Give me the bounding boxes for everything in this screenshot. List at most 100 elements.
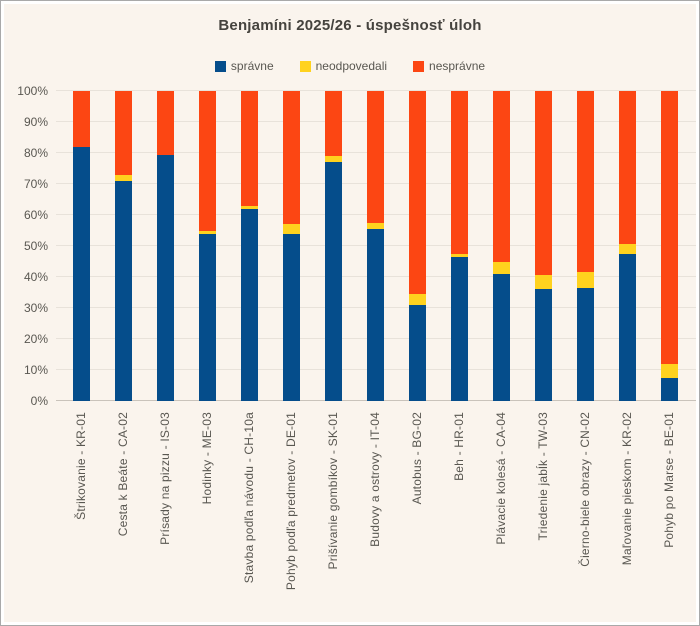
chart-legend: správne neodpovedali nesprávne: [4, 59, 696, 73]
y-tick-label: 70%: [23, 177, 48, 191]
bar-12: [522, 91, 564, 401]
bar-13: [564, 91, 606, 401]
legend-item: správne: [214, 59, 274, 73]
bar-segment-neodpovedali: [366, 222, 384, 229]
x-tick-label: Plávacie kolesá - CA-04: [494, 412, 508, 545]
bar-segment-neodpovedali: [492, 261, 510, 274]
bar-segment-nesprávne: [72, 91, 90, 147]
bar-6: [270, 91, 312, 401]
bar-segment-správne: [366, 228, 384, 401]
bar-segment-správne: [114, 180, 132, 401]
bar-segment-neodpovedali: [618, 244, 636, 254]
x-label-slot: Budovy a ostrovy - IT-04: [354, 412, 396, 617]
y-tick-label: 80%: [23, 146, 48, 160]
bar-segment-správne: [282, 233, 300, 401]
bar-10: [438, 91, 480, 401]
y-tick-label: 90%: [23, 115, 48, 129]
legend-swatch-icon: [214, 60, 226, 72]
y-tick-label: 60%: [23, 208, 48, 222]
x-tick-label: Pohyb po Marse - BE-01: [662, 412, 676, 548]
y-tick-label: 0%: [30, 394, 48, 408]
x-label-slot: Autobus - BG-02: [396, 412, 438, 617]
x-label-slot: Triedenie jabĺk - TW-03: [522, 412, 564, 617]
bar-segment-nesprávne: [534, 91, 552, 276]
x-label-slot: Hodinky - ME-03: [186, 412, 228, 617]
x-label-slot: Cesta k Beáte - CA-02: [102, 412, 144, 617]
gridline: [56, 90, 696, 91]
y-tick-label: 30%: [23, 301, 48, 315]
bar-segment-neodpovedali: [324, 156, 342, 163]
bar-1: [60, 91, 102, 401]
bar-segment-správne: [450, 256, 468, 401]
x-tick-label: Štrikovanie - KR-01: [74, 412, 88, 520]
bar-5: [228, 91, 270, 401]
x-tick-label: Budovy a ostrovy - IT-04: [368, 412, 382, 547]
bar-segment-nesprávne: [408, 91, 426, 295]
x-label-slot: Stavba podľa návodu - CH-10a: [228, 412, 270, 617]
x-tick-label: Čierno-biele obrazy - CN-02: [578, 412, 592, 567]
bar-segment-neodpovedali: [450, 253, 468, 257]
x-tick-label: Pohyb podľa predmetov - DE-01: [284, 412, 298, 591]
legend-item: neodpovedali: [299, 59, 388, 73]
bar-segment-správne: [576, 287, 594, 401]
chart-canvas: Benjamíni 2025/26 - úspešnosť úloh správ…: [4, 4, 696, 622]
y-tick-label: 100%: [17, 84, 48, 98]
y-axis-labels: 0% 10% 20% 30% 40% 50% 60% 70% 80% 90% 100%: [4, 84, 54, 408]
bar-segment-nesprávne: [450, 91, 468, 254]
legend-label: správne: [230, 59, 274, 73]
bar-segment-neodpovedali: [576, 272, 594, 288]
x-tick-label: Prišívanie gombíkov - SK-01: [326, 412, 340, 570]
x-tick-label: Stavba podľa návodu - CH-10a: [242, 412, 256, 584]
x-label-slot: Prísady na pizzu - IS-03: [144, 412, 186, 617]
bar-segment-správne: [72, 146, 90, 401]
bar-3: [144, 91, 186, 401]
bar-segment-neodpovedali: [198, 230, 216, 234]
x-label-slot: Plávacie kolesá - CA-04: [480, 412, 522, 617]
bar-segment-neodpovedali: [282, 224, 300, 234]
plot-area: [56, 90, 696, 401]
x-label-slot: Pohyb podľa predmetov - DE-01: [270, 412, 312, 617]
y-tick-label: 40%: [23, 270, 48, 284]
bar-segment-správne: [534, 289, 552, 401]
bar-14: [606, 91, 648, 401]
x-label-slot: Maľovanie pieskom - KR-02: [606, 412, 648, 617]
y-tick-label: 20%: [23, 332, 48, 346]
chart-title: Benjamíni 2025/26 - úspešnosť úloh: [218, 17, 482, 34]
x-tick-label: Prísady na pizzu - IS-03: [158, 412, 172, 545]
bar-segment-správne: [618, 253, 636, 401]
bar-segment-nesprávne: [576, 91, 594, 273]
bar-segment-neodpovedali: [408, 294, 426, 305]
bar-segment-nesprávne: [618, 91, 636, 245]
bar-segment-neodpovedali: [114, 174, 132, 181]
legend-label: neodpovedali: [315, 59, 388, 73]
bar-segment-nesprávne: [366, 91, 384, 223]
bar-9: [396, 91, 438, 401]
bar-2: [102, 91, 144, 401]
bar-4: [186, 91, 228, 401]
bar-segment-nesprávne: [114, 91, 132, 175]
bar-segment-správne: [198, 233, 216, 401]
y-tick-label: 10%: [23, 363, 48, 377]
bar-segment-nesprávne: [240, 91, 258, 206]
bar-segment-neodpovedali: [534, 275, 552, 290]
bar-7: [312, 91, 354, 401]
legend-item: nesprávne: [413, 59, 485, 73]
legend-label: nesprávne: [429, 59, 486, 73]
bar-segment-nesprávne: [198, 91, 216, 231]
x-label-slot: Pohyb po Marse - BE-01: [648, 412, 690, 617]
y-tick-label: 50%: [23, 239, 48, 253]
bar-segment-nesprávne: [660, 91, 678, 364]
x-label-slot: Beh - HR-01: [438, 412, 480, 617]
bar-segment-správne: [492, 273, 510, 401]
x-tick-label: Maľovanie pieskom - KR-02: [620, 412, 634, 566]
x-label-slot: Čierno-biele obrazy - CN-02: [564, 412, 606, 617]
bar-segment-správne: [156, 154, 174, 401]
bar-segment-nesprávne: [156, 91, 174, 155]
bar-11: [480, 91, 522, 401]
x-label-slot: Prišívanie gombíkov - SK-01: [312, 412, 354, 617]
bar-segment-nesprávne: [324, 91, 342, 157]
bar-segment-správne: [324, 162, 342, 401]
x-tick-label: Autobus - BG-02: [410, 412, 424, 505]
x-tick-label: Triedenie jabĺk - TW-03: [536, 412, 550, 541]
